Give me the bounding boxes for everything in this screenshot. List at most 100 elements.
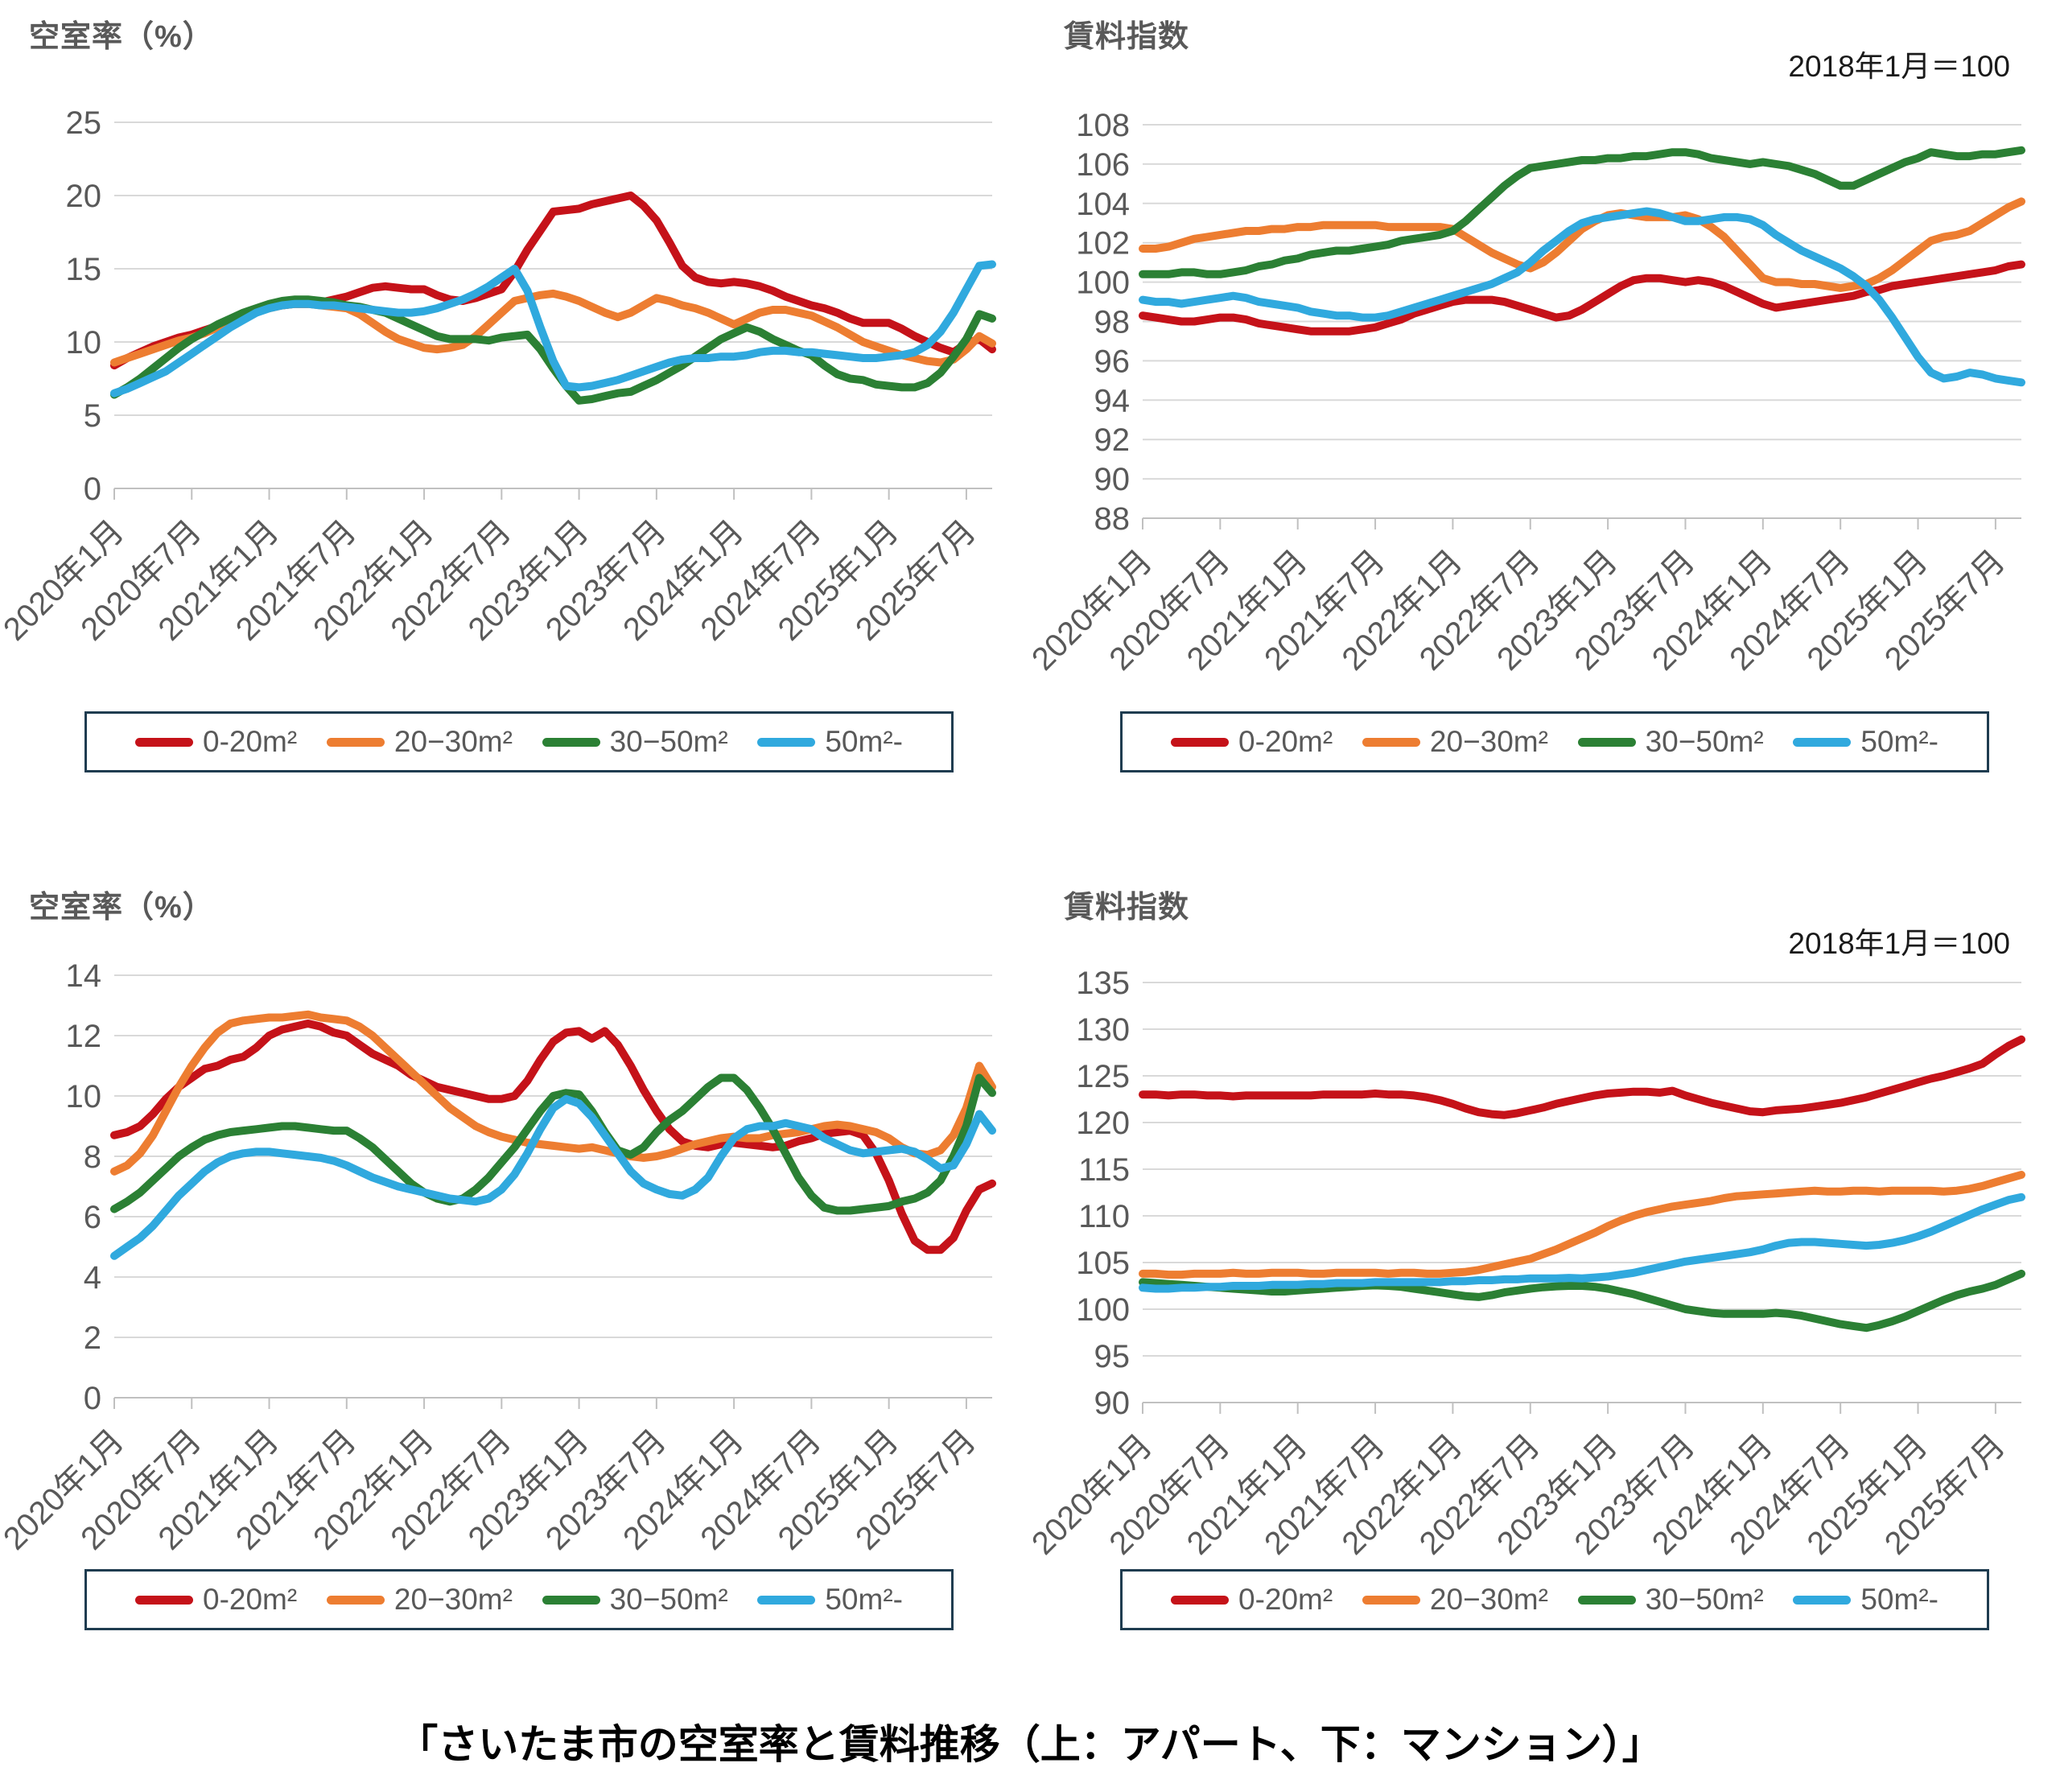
series-30-50-line-swatch — [542, 737, 600, 747]
legend-label: 50m²- — [825, 1583, 903, 1616]
series-20-30-line-swatch — [1362, 737, 1420, 747]
series-50plus-line-swatch — [1793, 1595, 1852, 1605]
svg-text:120: 120 — [1076, 1106, 1130, 1141]
legend-item: 50m²- — [1793, 725, 1938, 759]
series-50plus-line-swatch — [757, 1595, 816, 1605]
svg-text:125: 125 — [1076, 1059, 1130, 1094]
legend-item: 0-20m² — [135, 1583, 297, 1617]
svg-text:0: 0 — [84, 1381, 101, 1416]
svg-text:96: 96 — [1094, 344, 1131, 379]
vacancy-apartment-title: 空室率（%） — [29, 20, 214, 54]
legend-item: 20−30m² — [1362, 1583, 1548, 1617]
series-30-50-line-swatch — [1577, 1595, 1636, 1605]
legend-label: 30−50m² — [1645, 725, 1764, 758]
legend-item: 30−50m² — [542, 1583, 728, 1617]
legend-label: 30−50m² — [1645, 1583, 1764, 1616]
rent-apartment-base-note: 2018年1月＝100 — [1788, 50, 2010, 83]
legend-item: 30−50m² — [542, 725, 728, 759]
svg-text:104: 104 — [1076, 187, 1130, 222]
svg-text:8: 8 — [84, 1139, 101, 1175]
svg-text:110: 110 — [1078, 1199, 1130, 1234]
legend-item: 30−50m² — [1577, 725, 1764, 759]
legend-item: 50m²- — [757, 725, 903, 759]
svg-text:90: 90 — [1094, 1386, 1131, 1421]
legend-vacancy-mansion: 0-20m² 20−30m² 30−50m² 50m²- — [84, 1569, 954, 1630]
legend-label: 20−30m² — [1429, 1583, 1548, 1616]
legend-item: 20−30m² — [326, 1583, 513, 1617]
svg-text:4: 4 — [84, 1260, 101, 1296]
legend-label: 50m²- — [825, 725, 903, 758]
svg-text:105: 105 — [1076, 1246, 1130, 1281]
series-0-20-line-swatch — [1171, 1595, 1229, 1605]
legend-label: 0-20m² — [1238, 725, 1333, 758]
legend-item: 0-20m² — [135, 725, 297, 759]
svg-text:2: 2 — [84, 1320, 101, 1356]
series-0-20-line-swatch — [135, 1595, 193, 1605]
chart-rent-apartment-plot: 8890929496981001021041061082020年1月2020年7… — [1025, 108, 2025, 678]
legend-item: 0-20m² — [1171, 725, 1333, 759]
svg-text:6: 6 — [84, 1200, 101, 1235]
legend-label: 0-20m² — [203, 725, 298, 758]
legend-vacancy-apartment: 0-20m² 20−30m² 30−50m² 50m²- — [84, 711, 954, 772]
svg-text:95: 95 — [1094, 1339, 1131, 1374]
figure-caption: 「さいたま市の空室率と賃料推移（上：アパート、下：マンション）」 — [398, 1722, 1662, 1767]
chart-rent-mansion-plot: 90951001051101151201251301352020年1月2020年… — [1025, 966, 2025, 1562]
legend-rent-apartment: 0-20m² 20−30m² 30−50m² 50m²- — [1120, 711, 1989, 772]
svg-text:102: 102 — [1076, 226, 1130, 262]
legend-label: 30−50m² — [609, 725, 728, 758]
svg-text:115: 115 — [1078, 1152, 1130, 1188]
series-50plus-line-swatch — [1793, 737, 1852, 747]
svg-text:130: 130 — [1076, 1012, 1130, 1048]
legend-label: 0-20m² — [1238, 1583, 1333, 1616]
legend-label: 0-20m² — [203, 1583, 298, 1616]
legend-label: 50m²- — [1860, 1583, 1938, 1616]
series-20-30-line-swatch — [326, 737, 385, 747]
svg-text:20: 20 — [66, 179, 102, 214]
legend-item: 50m²- — [1793, 1583, 1938, 1617]
legend-label: 30−50m² — [609, 1583, 728, 1616]
svg-text:90: 90 — [1094, 462, 1131, 497]
vacancy-mansion-title: 空室率（%） — [29, 891, 214, 925]
svg-text:94: 94 — [1094, 383, 1131, 418]
svg-text:5: 5 — [84, 398, 101, 434]
svg-text:108: 108 — [1076, 108, 1130, 143]
series-20-30-line-swatch — [1362, 1595, 1420, 1605]
legend-item: 0-20m² — [1171, 1583, 1333, 1617]
legend-item: 30−50m² — [1577, 1583, 1764, 1617]
svg-text:106: 106 — [1076, 147, 1130, 183]
legend-label: 20−30m² — [393, 725, 513, 758]
chart-vacancy-mansion-plot: 024681012142020年1月2020年7月2021年1月2021年7月2… — [0, 958, 996, 1557]
rent-apartment-title: 賃料指数 — [1064, 20, 1190, 54]
svg-text:100: 100 — [1076, 266, 1130, 301]
svg-text:14: 14 — [66, 958, 102, 994]
svg-text:10: 10 — [66, 1079, 102, 1114]
series-30-50-line-swatch — [542, 1595, 600, 1605]
series-0-20-line-swatch — [1171, 737, 1229, 747]
svg-text:100: 100 — [1076, 1292, 1130, 1328]
series-0-20-line-swatch — [135, 737, 193, 747]
svg-text:92: 92 — [1094, 422, 1131, 458]
legend-label: 20−30m² — [393, 1583, 513, 1616]
legend-item: 50m²- — [757, 1583, 903, 1617]
svg-text:10: 10 — [66, 325, 102, 360]
legend-label: 20−30m² — [1429, 725, 1548, 758]
svg-text:25: 25 — [66, 105, 102, 141]
svg-text:98: 98 — [1094, 305, 1131, 340]
rent-mansion-base-note: 2018年1月＝100 — [1788, 927, 2010, 960]
rent-mansion-title: 賃料指数 — [1064, 891, 1190, 925]
svg-text:15: 15 — [66, 252, 102, 287]
series-30-50-line-swatch — [1577, 737, 1636, 747]
svg-text:135: 135 — [1076, 966, 1130, 1001]
svg-text:0: 0 — [84, 472, 101, 507]
legend-rent-mansion: 0-20m² 20−30m² 30−50m² 50m²- — [1120, 1569, 1989, 1630]
legend-item: 20−30m² — [326, 725, 513, 759]
series-20-30-line-swatch — [326, 1595, 385, 1605]
legend-item: 20−30m² — [1362, 725, 1548, 759]
chart-vacancy-apartment-plot: 05101520252020年1月2020年7月2021年1月2021年7月20… — [0, 105, 996, 648]
svg-text:88: 88 — [1094, 501, 1131, 537]
legend-label: 50m²- — [1860, 725, 1938, 758]
series-50plus-line-swatch — [757, 737, 816, 747]
svg-text:12: 12 — [66, 1019, 102, 1054]
